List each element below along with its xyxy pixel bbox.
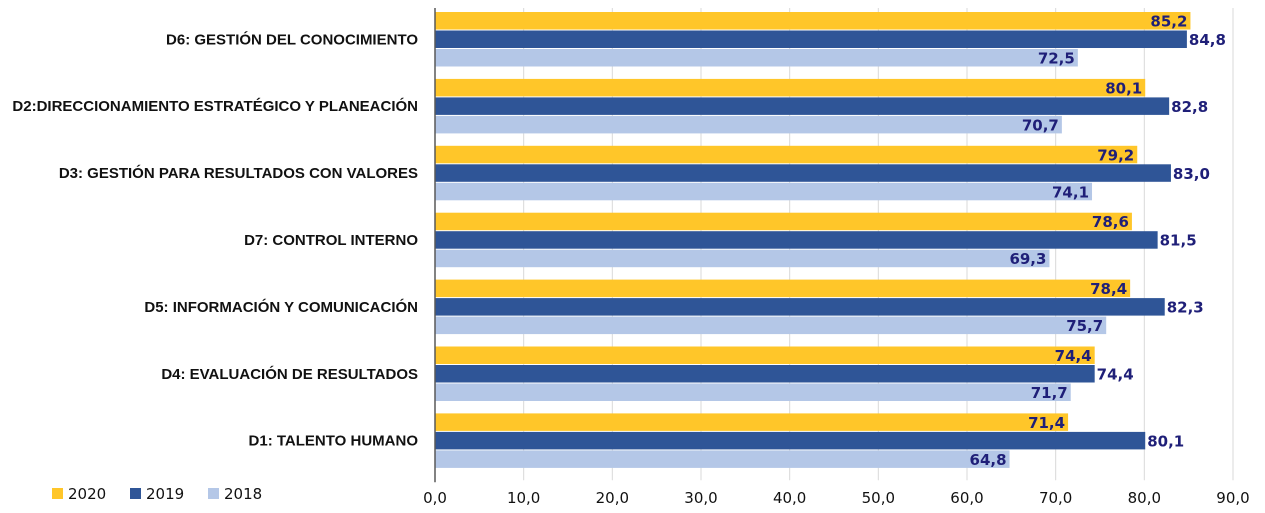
legend-label: 2020 xyxy=(68,485,106,503)
category-label: D7: CONTROL INTERNO xyxy=(244,232,418,249)
bar-2020 xyxy=(435,78,1146,97)
bar-2019 xyxy=(435,431,1146,450)
data-label: 82,8 xyxy=(1171,98,1208,116)
bar-2020 xyxy=(435,145,1138,164)
data-label: 71,4 xyxy=(1028,414,1065,432)
bar-2018 xyxy=(435,450,1010,468)
bar-2020 xyxy=(435,212,1132,231)
x-tick-label: 80,0 xyxy=(1128,489,1161,507)
category-label: D6: GESTIÓN DEL CONOCIMIENTO xyxy=(166,30,418,48)
data-label: 80,1 xyxy=(1105,79,1142,97)
bars xyxy=(435,12,1191,468)
category-label: D4: EVALUACIÓN DE RESULTADOS xyxy=(161,365,418,383)
x-tick-labels: 0,0 10,0 20,0 30,0 40,0 50,0 60,0 70,0 80,0 90,0 xyxy=(423,489,1250,507)
category-label: D3: GESTIÓN PARA RESULTADOS CON VALORES xyxy=(59,164,418,182)
data-label: 84,8 xyxy=(1189,31,1226,49)
data-label: 79,2 xyxy=(1097,146,1134,164)
bar-2018 xyxy=(435,182,1093,201)
category-label: D5: INFORMACIÓN Y COMUNICACIÓN xyxy=(144,298,418,316)
bar-2018 xyxy=(435,249,1050,268)
bar-2018 xyxy=(435,49,1078,67)
data-label: 81,5 xyxy=(1160,232,1197,250)
bar-2020 xyxy=(435,413,1069,431)
data-labels: 85,284,8 72,5 80,1 82,8 70,7 79,2 83,0 74,178,6… xyxy=(970,13,1226,469)
x-tick-label: 30,0 xyxy=(684,489,717,507)
legend: 2020 2019 2018 xyxy=(52,485,262,503)
data-label: 74,4 xyxy=(1097,366,1134,384)
data-label: 70,7 xyxy=(1022,116,1059,134)
data-label: 75,7 xyxy=(1066,317,1103,335)
data-label: 82,3 xyxy=(1167,299,1204,317)
data-label: 78,6 xyxy=(1092,213,1129,231)
category-label: D2:DIRECCIONAMIENTO ESTRATÉGICO Y PLANEA… xyxy=(12,97,418,115)
category-label: D1: TALENTO HUMANO xyxy=(249,433,419,450)
bar-2019 xyxy=(435,30,1187,48)
bar-2020 xyxy=(435,279,1131,298)
bar-2019 xyxy=(435,97,1170,115)
bar-2020 xyxy=(435,346,1095,364)
bar-2020 xyxy=(435,12,1191,30)
data-label: 80,1 xyxy=(1147,432,1184,450)
data-label: 71,7 xyxy=(1031,384,1068,402)
data-label: 69,3 xyxy=(1009,250,1046,268)
x-tick-label: 10,0 xyxy=(507,489,540,507)
data-label: 64,8 xyxy=(970,451,1007,469)
bar-2018 xyxy=(435,115,1062,134)
data-label: 74,4 xyxy=(1055,347,1092,365)
legend-label: 2018 xyxy=(224,485,262,503)
bar-2019 xyxy=(435,298,1165,316)
x-tick-label: 70,0 xyxy=(1039,489,1072,507)
legend-swatch-2020 xyxy=(52,488,63,499)
x-tick-label: 90,0 xyxy=(1216,489,1249,507)
bar-2019 xyxy=(435,164,1171,182)
category-labels: D6: GESTIÓN DEL CONOCIMIENTO D2:DIRECCION… xyxy=(12,30,418,449)
bar-2019 xyxy=(435,365,1095,383)
data-label: 74,1 xyxy=(1052,183,1089,201)
data-label: 85,2 xyxy=(1150,13,1187,31)
data-label: 72,5 xyxy=(1038,50,1075,68)
data-label: 83,0 xyxy=(1173,165,1210,183)
legend-swatch-2018 xyxy=(208,488,219,499)
x-tick-label: 50,0 xyxy=(862,489,895,507)
bar-2018 xyxy=(435,383,1071,401)
legend-swatch-2019 xyxy=(130,488,141,499)
bar-2019 xyxy=(435,231,1158,249)
bar-2018 xyxy=(435,316,1107,335)
x-tick-label: 40,0 xyxy=(773,489,806,507)
x-tick-label: 60,0 xyxy=(950,489,983,507)
legend-label: 2019 xyxy=(146,485,184,503)
x-tick-label: 0,0 xyxy=(423,489,447,507)
x-tick-label: 20,0 xyxy=(596,489,629,507)
data-label: 78,4 xyxy=(1090,280,1127,298)
